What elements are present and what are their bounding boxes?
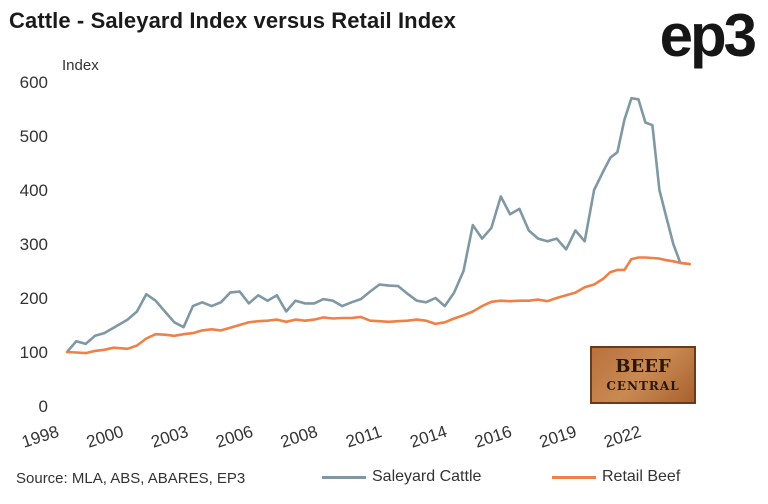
badge-line2: CENTRAL: [606, 379, 680, 393]
y-tick-label: 0: [39, 397, 48, 416]
series-line-retail-beef: [65, 256, 692, 355]
legend-swatch-retail: [552, 475, 596, 479]
ep3-logo: ep3: [659, 2, 757, 69]
y-tick-label: 400: [20, 181, 48, 200]
y-tick-label: 500: [20, 127, 48, 146]
series-line-saleyard-cattle: [65, 96, 692, 354]
legend-label-saleyard: Saleyard Cattle: [372, 468, 482, 485]
legend-label-retail: Retail Beef: [602, 468, 681, 485]
x-tick-label: 2019: [537, 422, 579, 452]
legend-swatch-saleyard: [322, 475, 366, 479]
x-tick-label: 2022: [602, 422, 644, 452]
x-tick-label: 2008: [278, 422, 320, 452]
x-tick-label: 2006: [213, 422, 255, 452]
y-tick-label: 300: [20, 235, 48, 254]
y-tick-label: 600: [20, 73, 48, 92]
y-axis-label: Index: [62, 57, 99, 74]
beef-central-badge: BEEF CENTRAL: [590, 346, 696, 404]
x-tick-label: 2000: [84, 422, 126, 452]
source-note: Source: MLA, ABS, ABARES, EP3: [16, 470, 246, 487]
x-tick-label: 1998: [19, 422, 61, 452]
legend-item-saleyard-cattle: Saleyard Cattle: [322, 468, 481, 486]
chart-title: Cattle - Saleyard Index versus Retail In…: [9, 8, 456, 33]
x-tick-label: 2016: [472, 422, 514, 452]
x-tick-label: 2014: [408, 422, 450, 452]
y-tick-label: 100: [20, 343, 48, 362]
x-tick-label: 2011: [343, 422, 384, 451]
x-tick-label: 2003: [149, 422, 191, 452]
y-tick-label: 200: [20, 289, 48, 308]
legend-item-retail-beef: Retail Beef: [552, 468, 680, 486]
badge-line1: BEEF: [615, 356, 671, 377]
